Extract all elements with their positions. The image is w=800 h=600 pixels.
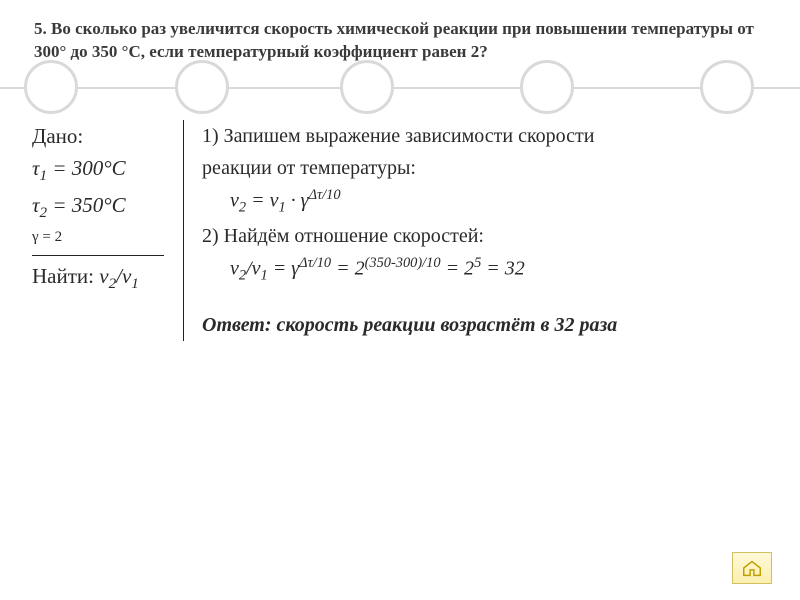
deco-circle [520,60,574,114]
tau-symbol: τ [32,193,40,217]
step1-text: 1) Запишем выражение зависимости скорост… [202,120,768,152]
f2-sub1: 1 [261,267,268,283]
sub-2: 2 [109,276,117,292]
deco-circle [340,60,394,114]
formula-1: v2 = v1 ∙ γΔτ/10 [230,184,768,220]
home-button[interactable] [732,552,772,584]
content-row: Дано: τ1 = 300°С τ2 = 350°С γ = 2 Найти:… [32,120,768,341]
f1-exp: Δτ/10 [309,187,341,203]
slash-v: /v [116,264,131,288]
deco-circle [24,60,78,114]
f1-sub2: 2 [239,200,246,216]
solution-block: 1) Запишем выражение зависимости скорост… [184,120,768,341]
answer-text: Ответ: скорость реакции возрастёт в 32 р… [202,309,768,341]
divider [32,255,164,256]
given-t1: τ1 = 300°С [32,152,169,189]
sub-1: 1 [40,169,48,185]
deco-line [0,87,800,89]
f2-eq32: = 32 [481,257,525,279]
f2-slash: /v [246,257,260,279]
v-symbol: v [99,264,108,288]
slide: 5. Во сколько раз увеличится скорость хи… [0,0,800,600]
t1-value: = 300°С [52,156,125,180]
problem-statement: 5. Во сколько раз увеличится скорость хи… [32,18,768,64]
f1-gamma: ∙ γ [291,190,309,212]
deco-circle [700,60,754,114]
given-t2: τ2 = 350°С [32,189,169,226]
f2-eq2: = 2 [331,257,365,279]
formula-2: v2/v1 = γΔτ/10 = 2(350-300)/10 = 25 = 32 [230,252,768,288]
home-icon [741,559,763,577]
f2-sub2: 2 [239,267,246,283]
deco-circle [175,60,229,114]
given-gamma: γ = 2 [32,226,169,249]
given-heading: Дано: [32,120,169,153]
f2-v: v [230,257,239,279]
f1-sub1: 1 [278,200,285,216]
t2-value: = 350°С [52,193,125,217]
decorative-row [0,58,800,116]
step2-text: 2) Найдём отношение скоростей: [202,220,768,252]
find-label: Найти: [32,264,94,288]
step1-a: 1) Запишем выражение зависимости скорост… [202,125,594,147]
f1-eq: = v [251,190,278,212]
f2-exp1: Δτ/10 [299,255,331,271]
given-block: Дано: τ1 = 300°С τ2 = 350°С γ = 2 Найти:… [32,120,184,341]
tau-symbol: τ [32,156,40,180]
find-line: Найти: v2/v1 [32,260,169,297]
step1-text-b: реакции от температуры: [202,152,768,184]
f1-v: v [230,190,239,212]
f2-eq25: = 2 [441,257,475,279]
f2-exp2: (350-300)/10 [365,255,441,271]
f2-gamma: = γ [268,257,299,279]
sub-1: 1 [131,276,139,292]
sub-2: 2 [40,205,48,221]
